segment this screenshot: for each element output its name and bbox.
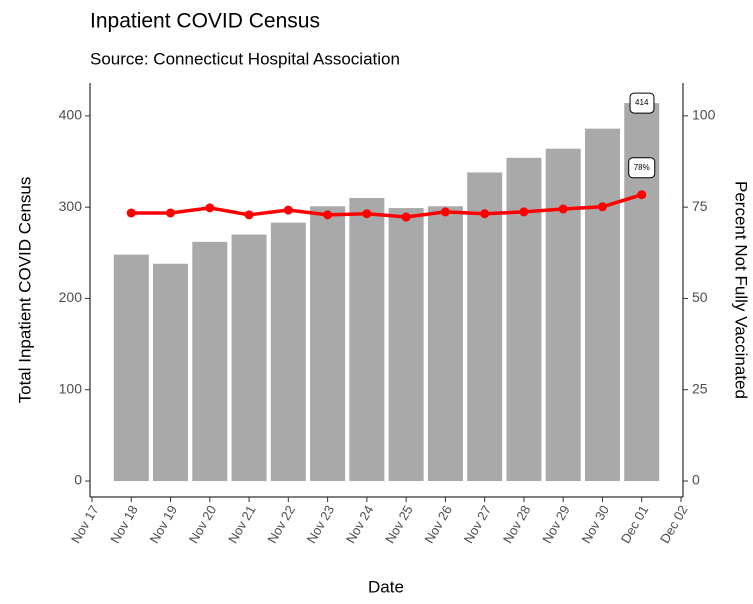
bar bbox=[545, 148, 581, 482]
bar bbox=[192, 241, 228, 482]
x-tick-label: Nov 28 bbox=[500, 503, 534, 546]
x-tick-label: Nov 29 bbox=[539, 503, 573, 546]
bar bbox=[113, 254, 149, 482]
data-label-box bbox=[628, 157, 656, 179]
bar bbox=[388, 208, 424, 482]
bar bbox=[231, 234, 267, 482]
point bbox=[244, 210, 254, 220]
line bbox=[131, 193, 643, 219]
y2-tick-label: 100 bbox=[692, 107, 716, 123]
point bbox=[166, 208, 176, 218]
y-tick-label: 300 bbox=[59, 198, 83, 214]
point bbox=[283, 205, 293, 215]
y-tick-label: 200 bbox=[59, 289, 83, 305]
y2-tick-label: 75 bbox=[692, 198, 708, 214]
x-tick-label: Nov 17 bbox=[68, 503, 102, 546]
point bbox=[480, 209, 490, 219]
point bbox=[558, 204, 568, 214]
x-tick-label: Nov 26 bbox=[421, 503, 455, 546]
y-axis-title: Total Inpatient COVID Census bbox=[15, 177, 34, 404]
x-tick-label: Nov 18 bbox=[107, 503, 141, 546]
y2-tick-label: 50 bbox=[692, 289, 708, 305]
y-tick-label: 100 bbox=[59, 380, 83, 396]
x-tick-label: Dec 02 bbox=[657, 503, 691, 546]
x-tick-label: Nov 24 bbox=[343, 503, 377, 546]
bar bbox=[349, 198, 385, 482]
y2-tick-label: 0 bbox=[692, 472, 700, 488]
bar bbox=[506, 157, 542, 482]
x-tick-label: Nov 21 bbox=[225, 503, 259, 546]
point bbox=[205, 203, 215, 213]
y2-tick-label: 25 bbox=[692, 380, 708, 396]
bar bbox=[153, 263, 189, 482]
y-tick-label: 400 bbox=[59, 107, 83, 123]
x-tick-label: Nov 23 bbox=[304, 503, 338, 546]
x-axis-title: Date bbox=[368, 577, 404, 596]
y2-axis-title: Percent Not Fully Vaccinated bbox=[732, 181, 751, 399]
bar bbox=[467, 172, 503, 482]
point bbox=[637, 190, 647, 200]
point bbox=[440, 207, 450, 217]
data-label: 78% bbox=[634, 163, 650, 172]
x-tick-label: Nov 25 bbox=[382, 503, 416, 546]
bar bbox=[584, 128, 620, 482]
point bbox=[597, 202, 607, 212]
bar bbox=[427, 206, 463, 482]
point bbox=[323, 210, 333, 220]
bar bbox=[310, 206, 346, 482]
y-tick-label: 0 bbox=[74, 472, 82, 488]
x-tick-label: Nov 22 bbox=[264, 503, 298, 546]
x-tick-label: Nov 20 bbox=[186, 503, 220, 546]
point bbox=[519, 207, 529, 217]
chart-title: Inpatient COVID Census bbox=[90, 10, 320, 33]
x-tick-label: Dec 01 bbox=[618, 503, 652, 546]
data-label-box bbox=[629, 92, 655, 114]
bar bbox=[270, 222, 306, 482]
x-tick-label: Nov 19 bbox=[147, 503, 181, 546]
point bbox=[362, 209, 372, 219]
x-tick-label: Nov 30 bbox=[578, 503, 612, 546]
chart-subtitle: Source: Connecticut Hospital Association bbox=[90, 49, 400, 68]
point bbox=[126, 208, 136, 218]
data-label: 414 bbox=[635, 98, 649, 107]
point bbox=[401, 212, 411, 222]
x-tick-label: Nov 27 bbox=[461, 503, 495, 546]
